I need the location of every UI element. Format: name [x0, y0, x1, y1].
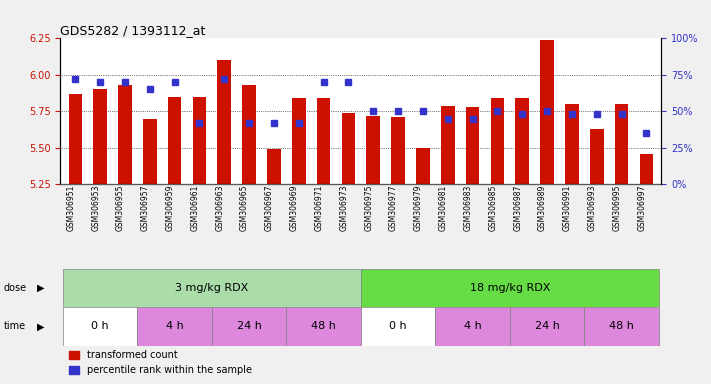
Text: GSM306957: GSM306957: [141, 184, 150, 231]
Text: GSM306985: GSM306985: [488, 184, 498, 231]
Bar: [218, 60, 231, 184]
Text: 24 h: 24 h: [535, 321, 560, 331]
Bar: [63, 307, 137, 346]
Legend: transformed count, percentile rank within the sample: transformed count, percentile rank withi…: [65, 347, 255, 379]
Text: GSM306973: GSM306973: [339, 184, 348, 231]
Text: GSM306961: GSM306961: [191, 184, 200, 231]
Bar: [584, 307, 659, 346]
Bar: [360, 307, 435, 346]
Text: GSM306965: GSM306965: [240, 184, 249, 231]
Text: GSM306969: GSM306969: [290, 184, 299, 231]
Text: GSM306951: GSM306951: [66, 184, 75, 231]
Text: GSM306953: GSM306953: [91, 184, 100, 231]
Text: 18 mg/kg RDX: 18 mg/kg RDX: [469, 283, 550, 293]
Text: GSM306995: GSM306995: [612, 184, 621, 231]
Text: 0 h: 0 h: [389, 321, 407, 331]
Text: GSM306981: GSM306981: [439, 184, 448, 230]
Bar: [137, 307, 212, 346]
Text: dose: dose: [4, 283, 27, 293]
Text: GSM306977: GSM306977: [389, 184, 398, 231]
Bar: [491, 98, 504, 184]
Bar: [193, 97, 206, 184]
Bar: [143, 119, 156, 184]
Text: ▶: ▶: [37, 321, 45, 331]
Bar: [565, 104, 579, 184]
Bar: [540, 40, 554, 184]
Text: GSM306983: GSM306983: [464, 184, 473, 231]
Text: GSM306997: GSM306997: [637, 184, 646, 231]
Text: GDS5282 / 1393112_at: GDS5282 / 1393112_at: [60, 24, 205, 37]
Text: GSM306989: GSM306989: [538, 184, 547, 231]
Bar: [341, 113, 356, 184]
Text: ▶: ▶: [37, 283, 45, 293]
Text: time: time: [4, 321, 26, 331]
Bar: [441, 106, 454, 184]
Bar: [212, 307, 287, 346]
Text: 3 mg/kg RDX: 3 mg/kg RDX: [175, 283, 249, 293]
Bar: [515, 98, 529, 184]
Text: GSM306991: GSM306991: [563, 184, 572, 231]
Bar: [118, 85, 132, 184]
Text: 48 h: 48 h: [609, 321, 634, 331]
Bar: [466, 107, 479, 184]
Bar: [242, 85, 256, 184]
Text: GSM306971: GSM306971: [314, 184, 324, 231]
Bar: [292, 98, 306, 184]
Text: GSM306955: GSM306955: [116, 184, 125, 231]
Bar: [267, 149, 281, 184]
Text: GSM306967: GSM306967: [265, 184, 274, 231]
Bar: [510, 307, 584, 346]
Bar: [590, 129, 604, 184]
Bar: [168, 97, 181, 184]
Bar: [63, 269, 360, 307]
Text: GSM306993: GSM306993: [588, 184, 597, 231]
Text: 4 h: 4 h: [166, 321, 183, 331]
Bar: [93, 89, 107, 184]
Text: GSM306987: GSM306987: [513, 184, 522, 231]
Bar: [416, 148, 429, 184]
Text: GSM306963: GSM306963: [215, 184, 224, 231]
Text: 24 h: 24 h: [237, 321, 262, 331]
Bar: [360, 269, 659, 307]
Bar: [639, 154, 653, 184]
Bar: [435, 307, 510, 346]
Text: GSM306959: GSM306959: [166, 184, 175, 231]
Bar: [68, 94, 82, 184]
Bar: [391, 117, 405, 184]
Text: 0 h: 0 h: [91, 321, 109, 331]
Bar: [615, 104, 629, 184]
Bar: [366, 116, 380, 184]
Text: GSM306975: GSM306975: [364, 184, 373, 231]
Text: 4 h: 4 h: [464, 321, 481, 331]
Bar: [287, 307, 360, 346]
Bar: [317, 98, 331, 184]
Text: GSM306979: GSM306979: [414, 184, 423, 231]
Text: 48 h: 48 h: [311, 321, 336, 331]
